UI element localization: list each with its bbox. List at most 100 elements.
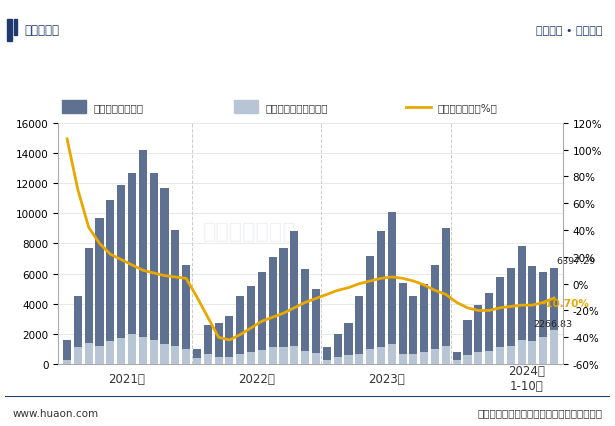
- Bar: [258, 350, 266, 364]
- Bar: [323, 360, 331, 364]
- Bar: [117, 185, 125, 364]
- Bar: [312, 353, 320, 364]
- Bar: [550, 330, 558, 364]
- Bar: [236, 354, 244, 364]
- Bar: [106, 200, 114, 364]
- Bar: [344, 324, 352, 364]
- Bar: [518, 247, 526, 364]
- Bar: [344, 355, 352, 364]
- Bar: [74, 296, 82, 364]
- Bar: [485, 294, 493, 364]
- Bar: [464, 355, 472, 364]
- Bar: [171, 346, 180, 364]
- Bar: [333, 334, 342, 364]
- Bar: [161, 345, 169, 364]
- Bar: [149, 173, 157, 364]
- Bar: [204, 325, 212, 364]
- Text: 2266.83: 2266.83: [533, 319, 573, 328]
- Bar: [182, 265, 190, 364]
- Bar: [63, 360, 71, 364]
- Bar: [333, 357, 342, 364]
- Bar: [7, 20, 12, 42]
- Bar: [355, 354, 363, 364]
- Bar: [161, 188, 169, 364]
- Bar: [485, 351, 493, 364]
- Bar: [399, 354, 407, 364]
- Bar: [355, 296, 363, 364]
- Bar: [528, 266, 536, 364]
- Bar: [247, 352, 255, 364]
- Bar: [149, 340, 157, 364]
- Bar: [420, 285, 428, 364]
- Bar: [410, 296, 418, 364]
- Bar: [117, 339, 125, 364]
- Bar: [269, 257, 277, 364]
- Bar: [139, 151, 147, 364]
- Bar: [106, 342, 114, 364]
- Bar: [387, 345, 396, 364]
- Bar: [496, 277, 504, 364]
- Bar: [290, 346, 298, 364]
- Bar: [474, 305, 482, 364]
- Bar: [225, 357, 234, 364]
- Bar: [236, 296, 244, 364]
- Bar: [507, 346, 515, 364]
- Bar: [420, 352, 428, 364]
- Bar: [496, 348, 504, 364]
- Bar: [247, 286, 255, 364]
- Bar: [377, 232, 385, 364]
- Bar: [377, 348, 385, 364]
- Bar: [74, 348, 82, 364]
- Bar: [215, 324, 223, 364]
- Bar: [193, 349, 201, 364]
- Bar: [539, 337, 547, 364]
- Bar: [442, 346, 450, 364]
- Bar: [301, 351, 309, 364]
- Bar: [518, 340, 526, 364]
- Text: -10.70%: -10.70%: [541, 298, 589, 308]
- Bar: [128, 334, 136, 364]
- Bar: [410, 354, 418, 364]
- Text: www.huaon.com: www.huaon.com: [12, 408, 98, 417]
- Bar: [366, 349, 374, 364]
- Text: 专业严谨 • 客观科学: 专业严谨 • 客观科学: [536, 26, 603, 36]
- Bar: [225, 316, 234, 364]
- Bar: [323, 348, 331, 364]
- Bar: [182, 349, 190, 364]
- Bar: [464, 321, 472, 364]
- Bar: [63, 340, 71, 364]
- Bar: [431, 349, 439, 364]
- Text: 6397.29: 6397.29: [556, 257, 595, 266]
- Bar: [139, 337, 147, 364]
- Text: 2021-2024年10月江苏省房地产商品住宅及商品住宅现房销售面积: 2021-2024年10月江苏省房地产商品住宅及商品住宅现房销售面积: [138, 62, 477, 77]
- Bar: [215, 357, 223, 364]
- Bar: [290, 232, 298, 364]
- Bar: [95, 346, 103, 364]
- Text: 商品住宅（万㎡）: 商品住宅（万㎡）: [93, 103, 143, 112]
- Bar: [528, 342, 536, 364]
- Bar: [507, 268, 515, 364]
- Bar: [474, 352, 482, 364]
- Bar: [95, 218, 103, 364]
- Bar: [234, 101, 258, 114]
- Bar: [387, 212, 396, 364]
- Bar: [550, 268, 558, 364]
- Bar: [431, 265, 439, 364]
- Text: 2024年
1-10月: 2024年 1-10月: [509, 365, 546, 393]
- Bar: [62, 101, 86, 114]
- Bar: [453, 360, 461, 364]
- Bar: [204, 354, 212, 364]
- Bar: [539, 273, 547, 364]
- Bar: [301, 270, 309, 364]
- Bar: [442, 229, 450, 364]
- Text: 商品住宅现房（万㎡）: 商品住宅现房（万㎡）: [266, 103, 328, 112]
- Text: 2022年: 2022年: [238, 372, 275, 385]
- Bar: [269, 348, 277, 364]
- Bar: [453, 352, 461, 364]
- Bar: [128, 174, 136, 364]
- Bar: [312, 289, 320, 364]
- Bar: [258, 273, 266, 364]
- Text: 华经情报网: 华经情报网: [25, 24, 60, 37]
- Text: 2021年: 2021年: [108, 372, 145, 385]
- Text: 华经产业研究院: 华经产业研究院: [203, 222, 297, 242]
